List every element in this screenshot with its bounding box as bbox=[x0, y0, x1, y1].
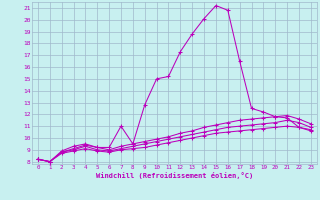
X-axis label: Windchill (Refroidissement éolien,°C): Windchill (Refroidissement éolien,°C) bbox=[96, 172, 253, 179]
